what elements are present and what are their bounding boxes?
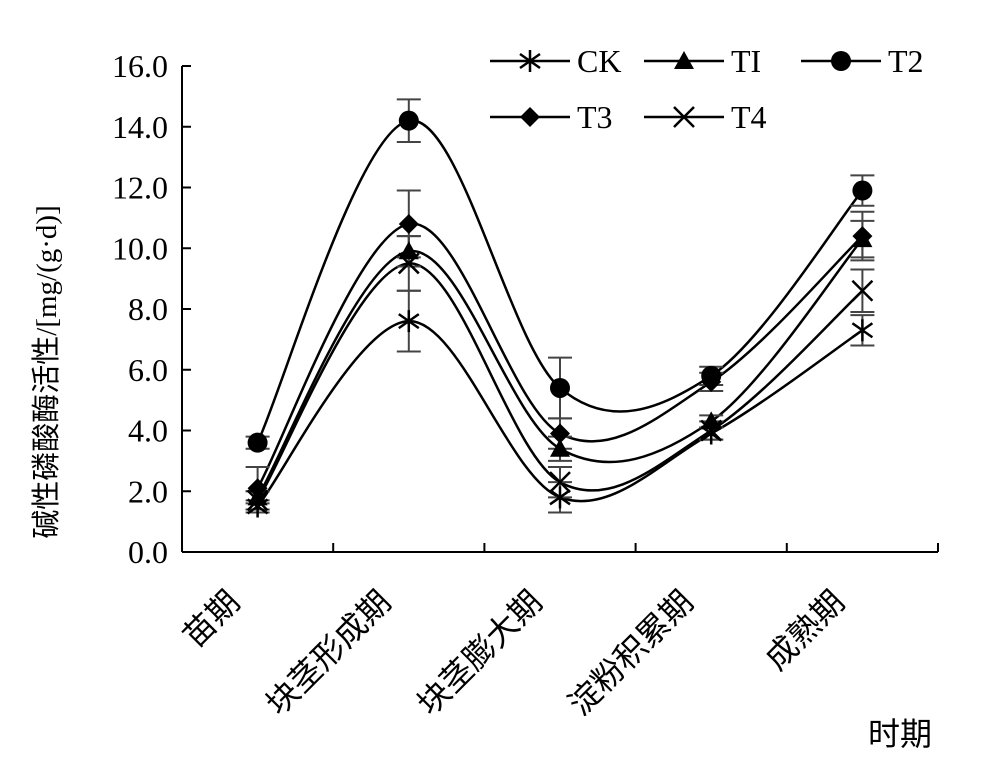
x-tick-label: 成熟期 [758,583,851,676]
y-tick-label: 10.0 [112,230,168,266]
data-point-T4 [397,252,420,275]
y-tick-label: 8.0 [128,291,168,327]
data-point-T2 [852,180,873,201]
legend-label: T4 [731,99,767,135]
legend-item-T3: T3 [490,99,613,135]
legend-marker [520,107,540,127]
y-tick-label: 4.0 [128,413,168,449]
y-tick-label: 12.0 [112,170,168,206]
y-axis-label: 碱性磷酸酶活性/[mg/(g·d)] [30,205,63,538]
legend-item-T2: T2 [801,43,924,79]
data-point-T2 [247,432,268,453]
axes [181,65,939,553]
data-point-T3 [398,213,419,234]
legend-label: TI [731,43,761,79]
series-line-T4 [256,262,864,502]
data-point-T3 [852,226,873,247]
legend-item-TI: TI [644,43,761,79]
x-tick-label: 淀粉积累期 [562,583,701,722]
x-tick-label: 苗期 [176,583,247,654]
data-point-T4 [851,279,874,302]
data-point-T2 [550,377,570,398]
data-point-CK [851,319,874,342]
data-point-T3 [247,478,268,499]
series-line-TI [256,238,864,498]
data-point-TI [550,438,570,457]
x-tick-label: 块茎膨大期 [410,583,549,722]
data-point-T3 [701,371,722,392]
x-category-labels: 苗期 块茎形成期 块茎膨大期 淀粉积累期 成熟期 [176,583,852,722]
legend-label: CK [577,43,621,79]
legend-marker [673,106,695,128]
legend-label: T2 [888,43,924,79]
legend-item-CK: CK [490,43,621,79]
series-line-CK [256,319,864,508]
series-markers [246,110,874,518]
data-point-T4 [549,471,571,494]
y-tick-label: 0.0 [128,534,168,570]
y-tick-label: 2.0 [128,473,168,509]
legend: CK TI T2 T3 T4 [490,43,924,135]
data-point-T4 [700,419,723,442]
legend-item-T4: T4 [644,99,767,135]
x-axis-label: 时期 [868,716,932,752]
data-point-CK [398,310,420,333]
data-point-TI [398,241,419,260]
y-tick-label: 6.0 [128,352,168,388]
data-point-CK [549,486,571,509]
series-line-T2 [256,119,864,444]
legend-label: T3 [577,99,613,135]
y-tick-labels: 0.0 2.0 4.0 6.0 8.0 10.0 12.0 14.0 16.0 [112,48,168,570]
data-point-T3 [550,423,570,444]
series-line-T3 [256,222,864,489]
y-tick-label: 16.0 [112,48,168,84]
data-point-T4 [246,489,269,512]
legend-marker [519,50,541,72]
y-tick-label: 14.0 [112,109,168,145]
legend-marker [674,51,694,69]
legend-marker [831,51,851,71]
x-tick-label: 块茎形成期 [259,583,398,722]
series-lines [256,119,864,508]
data-point-T2 [398,110,419,131]
